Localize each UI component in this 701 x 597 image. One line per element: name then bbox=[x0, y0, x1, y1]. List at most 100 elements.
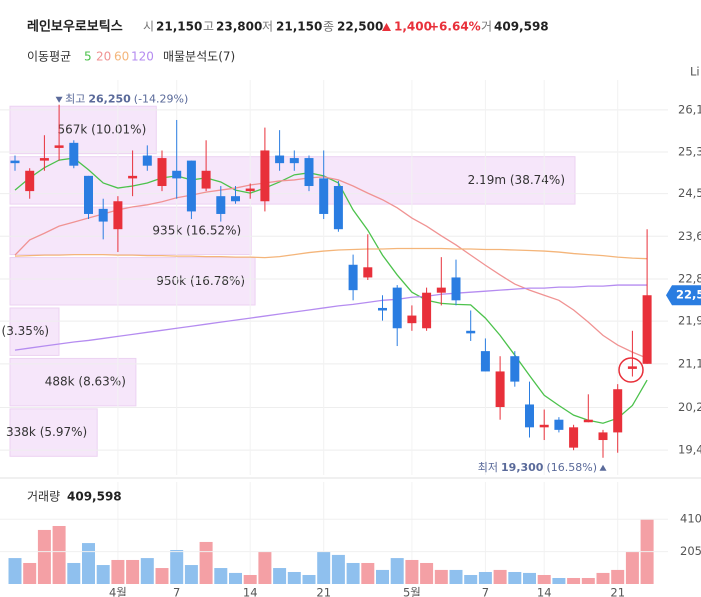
candle-body bbox=[436, 287, 446, 293]
candle-body bbox=[84, 175, 93, 214]
x-tick-label: 14 bbox=[537, 586, 552, 597]
legend-entry: 5 bbox=[84, 50, 92, 64]
x-tick-label: 21 bbox=[316, 586, 331, 597]
candle-body bbox=[554, 419, 564, 430]
ma-line bbox=[14, 157, 648, 424]
profile-bar bbox=[9, 257, 256, 306]
scale-label: Li bbox=[690, 65, 700, 79]
ma-line bbox=[14, 284, 648, 351]
x-tick-label: 21 bbox=[610, 586, 625, 597]
candle-body bbox=[480, 351, 490, 372]
profile-label: 488k (8.63%) bbox=[45, 375, 126, 389]
candle-body bbox=[25, 170, 35, 192]
volume-bar bbox=[317, 551, 331, 584]
volume-bar bbox=[170, 550, 184, 584]
field-value: 22,500 bbox=[337, 20, 383, 34]
candle-body bbox=[275, 155, 285, 164]
stock-name: 레인보우로보틱스 bbox=[27, 19, 123, 35]
low-annotation: 최저 19,300 (16.58%) bbox=[478, 461, 597, 474]
candle-body bbox=[627, 366, 637, 369]
candle-body bbox=[186, 160, 196, 212]
low-marker bbox=[599, 464, 607, 471]
annotation-part: 26,250 bbox=[88, 93, 131, 106]
candle-body bbox=[54, 145, 64, 148]
volume-bar bbox=[390, 558, 404, 584]
y-tick-label: 20,2 bbox=[678, 400, 701, 414]
profile-title: 매물분석도(7) bbox=[163, 50, 235, 64]
volume-bar bbox=[52, 525, 66, 584]
candle-body bbox=[333, 186, 343, 230]
y-tick-label: 26,1 bbox=[678, 102, 701, 116]
candle-body bbox=[69, 142, 79, 166]
annotation-part: (16.58%) bbox=[546, 461, 597, 474]
field-value: 409,598 bbox=[494, 20, 549, 34]
candle-body bbox=[319, 178, 329, 214]
y-tick-label: 21,1 bbox=[678, 356, 701, 370]
candle-body bbox=[363, 267, 373, 278]
volume-bar bbox=[23, 562, 37, 584]
candle-body bbox=[231, 196, 240, 202]
candle-body bbox=[157, 158, 167, 187]
field-value: 23,800 bbox=[216, 20, 262, 34]
labels: 26,1 25,3 24,5 23,6 22,8 21,9 21,1 20,2 19,4 4월 7 1… bbox=[55, 93, 701, 597]
field-label: 저 bbox=[262, 20, 273, 34]
candle-body bbox=[113, 201, 123, 230]
candle-body bbox=[260, 150, 270, 202]
volume-bar bbox=[611, 569, 625, 584]
header: 레인보우로보틱스 시 21,150 고 23,800 저 21,150 종 22… bbox=[27, 19, 700, 79]
y-tick-label: 19,4 bbox=[678, 443, 701, 457]
y-tick-label: 410 bbox=[680, 512, 701, 526]
volume-bar bbox=[523, 572, 536, 584]
volume-bar bbox=[184, 565, 198, 584]
candle-body bbox=[510, 356, 520, 382]
profile-bar bbox=[9, 105, 157, 155]
candle-body bbox=[642, 295, 652, 364]
profile-label: 935k (16.52%) bbox=[152, 223, 241, 237]
volume-bar bbox=[67, 562, 81, 584]
candle-body bbox=[466, 330, 476, 334]
volume-bar bbox=[625, 551, 639, 584]
candle-body bbox=[451, 277, 461, 301]
volume-bar bbox=[111, 559, 125, 584]
candle-body bbox=[39, 158, 49, 161]
volume-bar bbox=[464, 574, 478, 584]
volume-bar bbox=[82, 543, 95, 584]
legend-entry: 120 bbox=[131, 50, 154, 64]
volume-bar bbox=[361, 562, 375, 584]
candle-body bbox=[172, 170, 182, 179]
candle-body bbox=[569, 427, 579, 448]
field-label: 고 bbox=[203, 20, 214, 34]
volume-bar bbox=[214, 568, 228, 584]
candles bbox=[10, 104, 652, 458]
volume-bar bbox=[493, 569, 507, 584]
volume-bar bbox=[434, 569, 448, 584]
candle-body bbox=[201, 170, 211, 189]
y-tick-label: 24,5 bbox=[678, 186, 701, 200]
volume-bar bbox=[405, 559, 419, 584]
high-annotation: 최고 26,250 (-14.29%) bbox=[65, 93, 188, 106]
annotation-part: 최고 bbox=[65, 93, 85, 106]
candle-body bbox=[422, 292, 432, 329]
candle-body bbox=[525, 404, 534, 428]
y-tick-label: 21,9 bbox=[678, 314, 701, 328]
volume-bar bbox=[287, 571, 301, 584]
volume-bar bbox=[581, 577, 595, 584]
candle-body bbox=[98, 208, 108, 222]
field-label: 거 bbox=[481, 20, 492, 34]
volume-bar bbox=[331, 554, 345, 584]
ma-label: 이동평균 bbox=[27, 50, 71, 64]
up-arrow bbox=[382, 23, 391, 31]
volume-bar bbox=[199, 541, 213, 584]
volume-bar bbox=[37, 529, 51, 584]
price-badge-label: 22,5 bbox=[676, 288, 701, 302]
y-tick-label: 23,6 bbox=[678, 229, 701, 243]
volume-bars bbox=[0, 518, 668, 584]
candle-body bbox=[392, 287, 402, 329]
candle-body bbox=[10, 160, 20, 164]
volume-bar bbox=[258, 551, 272, 584]
hand-circle bbox=[618, 357, 644, 383]
volume-bar bbox=[508, 571, 522, 584]
x-tick-label: 14 bbox=[243, 586, 258, 597]
volume-bar bbox=[478, 571, 492, 584]
volume-bar bbox=[243, 574, 257, 584]
